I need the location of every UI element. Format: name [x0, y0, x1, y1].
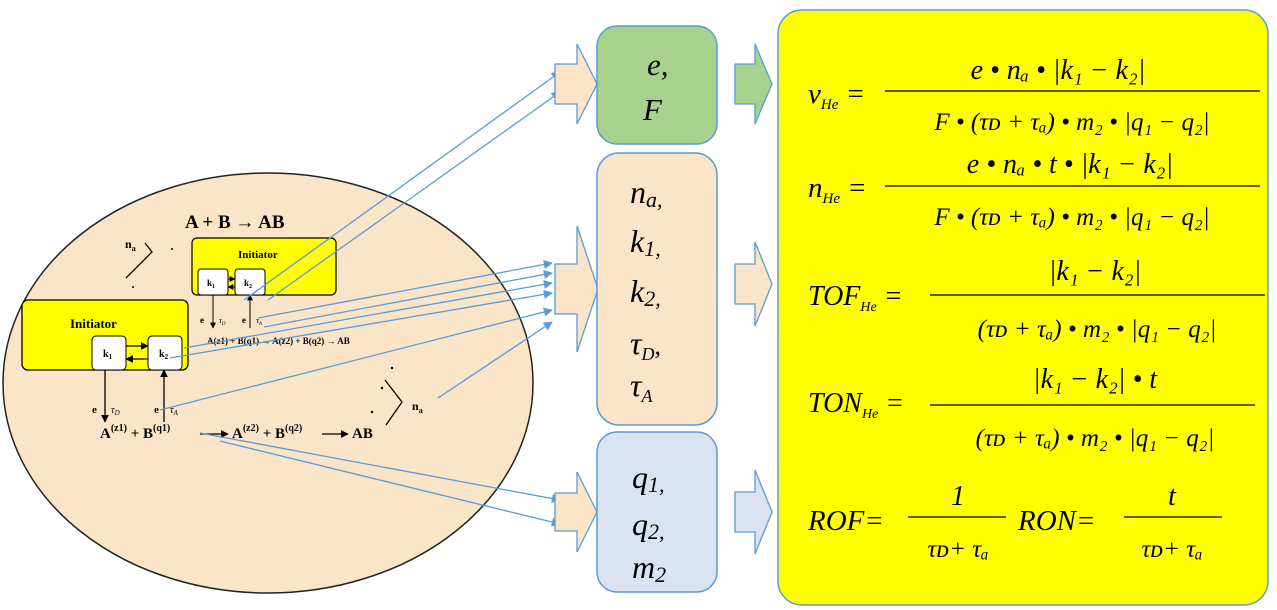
svg-text:TOFHe =: TOFHe =: [808, 281, 903, 315]
svg-text:e: e: [242, 315, 246, 325]
svg-text:F • (τᴅ + τₐ) • m₂ • |q₁ − q₂|: F • (τᴅ + τₐ) • m₂ • |q₁ − q₂|: [933, 109, 1209, 136]
svg-text:na: na: [412, 399, 423, 415]
svg-text:1: 1: [951, 481, 965, 512]
svg-text:na: na: [125, 237, 136, 253]
green-box: [596, 25, 718, 145]
svg-text:q2,: q2,: [632, 506, 665, 544]
peach-box: [596, 152, 718, 426]
svg-text:e • nₐ • |k₁ − k₂|: e • nₐ • |k₁ − k₂|: [971, 55, 1146, 86]
svg-text:k2: k2: [244, 278, 252, 290]
svg-text:e,: e,: [647, 47, 669, 82]
block-arrows-left: [554, 43, 599, 553]
svg-text:k1,: k1,: [630, 223, 661, 261]
svg-text:τA: τA: [256, 316, 263, 327]
formula-ron: RON= t τᴅ+ τₐ: [1017, 481, 1222, 563]
k2-box-small: [234, 268, 266, 296]
svg-text:|k₁ − k₂| • t: |k₁ − k₂| • t: [1033, 364, 1158, 395]
svg-text:k2,: k2,: [630, 273, 661, 311]
svg-text:τD,: τD,: [630, 325, 661, 364]
svg-text:A(z2) + B(q2): A(z2) + B(q2): [232, 423, 302, 442]
svg-text:m2: m2: [632, 549, 666, 587]
svg-text:k1: k1: [207, 278, 215, 290]
svg-text:TONHe =: TONHe =: [808, 388, 904, 422]
svg-text:AB: AB: [352, 426, 373, 442]
formula-ton: TONHe = |k₁ − k₂| • t (τᴅ + τₐ) • m₂ • |…: [808, 364, 1255, 452]
svg-text:Initiator: Initiator: [70, 316, 117, 331]
svg-text:na,: na,: [630, 174, 663, 212]
initiator-large: Initiator k1 k2 e τD e τA: [21, 299, 189, 423]
formula-v: vHe = e • nₐ • |k₁ − k₂| F • (τᴅ + τₐ) •…: [808, 55, 1260, 136]
formula-tof: TOFHe = |k₁ − k₂| (τᴅ + τₐ) • m₂ • |q₁ −…: [808, 256, 1265, 343]
initiator-small: Initiator k1 k2 e τD e τA A(z1) + B(q1) …: [191, 237, 350, 346]
svg-text:vHe =: vHe =: [808, 78, 865, 113]
svg-text:τA: τA: [170, 405, 179, 417]
svg-text:F: F: [642, 92, 663, 127]
svg-text:(τᴅ + τₐ) • m₂ • |q₁ − q₂|: (τᴅ + τₐ) • m₂ • |q₁ − q₂|: [976, 425, 1215, 452]
reaction-step-small: A(z1) + B(q1) → A(z2) + B(q2) → AB: [207, 336, 350, 346]
svg-text:e: e: [154, 404, 159, 416]
formula-rof: ROF= 1 τᴅ+ τₐ: [807, 481, 1006, 563]
svg-text:(τᴅ + τₐ) • m₂ • |q₁ − q₂|: (τᴅ + τₐ) • m₂ • |q₁ − q₂|: [978, 316, 1217, 343]
svg-text:τᴅ+ τₐ: τᴅ+ τₐ: [927, 536, 988, 563]
svg-text:Initiator: Initiator: [238, 249, 278, 261]
svg-text:e • nₐ • t • |k₁ − k₂|: e • nₐ • t • |k₁ − k₂|: [967, 149, 1173, 180]
svg-text:τD: τD: [219, 316, 226, 327]
svg-text:RON=: RON=: [1017, 505, 1096, 537]
svg-text:q1,: q1,: [632, 459, 665, 497]
blue-box: [596, 431, 718, 593]
svg-text:τᴅ+ τₐ: τᴅ+ τₐ: [1141, 536, 1202, 563]
svg-text:k1: k1: [103, 349, 113, 361]
formula-panel: [777, 9, 1269, 606]
svg-text:e: e: [92, 404, 97, 416]
svg-text:|k₁ − k₂|: |k₁ − k₂|: [1049, 256, 1142, 287]
overall-reaction: A + B → AB: [185, 212, 285, 233]
svg-text:nHe =: nHe =: [808, 172, 867, 207]
k1-box-small: [197, 268, 229, 296]
formula-n: nHe = e • nₐ • t • |k₁ − k₂| F • (τᴅ + τ…: [808, 149, 1260, 231]
reaction-step-large: A(z1) + B(q1): [100, 423, 170, 442]
svg-text:F • (τᴅ + τₐ) • m₂ • |q₁ − q₂|: F • (τᴅ + τₐ) • m₂ • |q₁ − q₂|: [933, 204, 1209, 231]
connector-arrows: [159, 71, 561, 527]
svg-text:τA: τA: [630, 367, 653, 406]
svg-text:τD: τD: [111, 405, 120, 417]
n-a-bracket-bottom: na: [370, 366, 423, 426]
svg-text:ROF=: ROF=: [807, 505, 884, 537]
k1-box-large: [91, 335, 127, 371]
svg-text:e: e: [200, 315, 204, 325]
svg-text:k2: k2: [159, 349, 169, 361]
n-a-bracket-top: na: [125, 237, 173, 288]
svg-text:t: t: [1168, 481, 1177, 512]
block-arrows-right: [734, 43, 773, 555]
